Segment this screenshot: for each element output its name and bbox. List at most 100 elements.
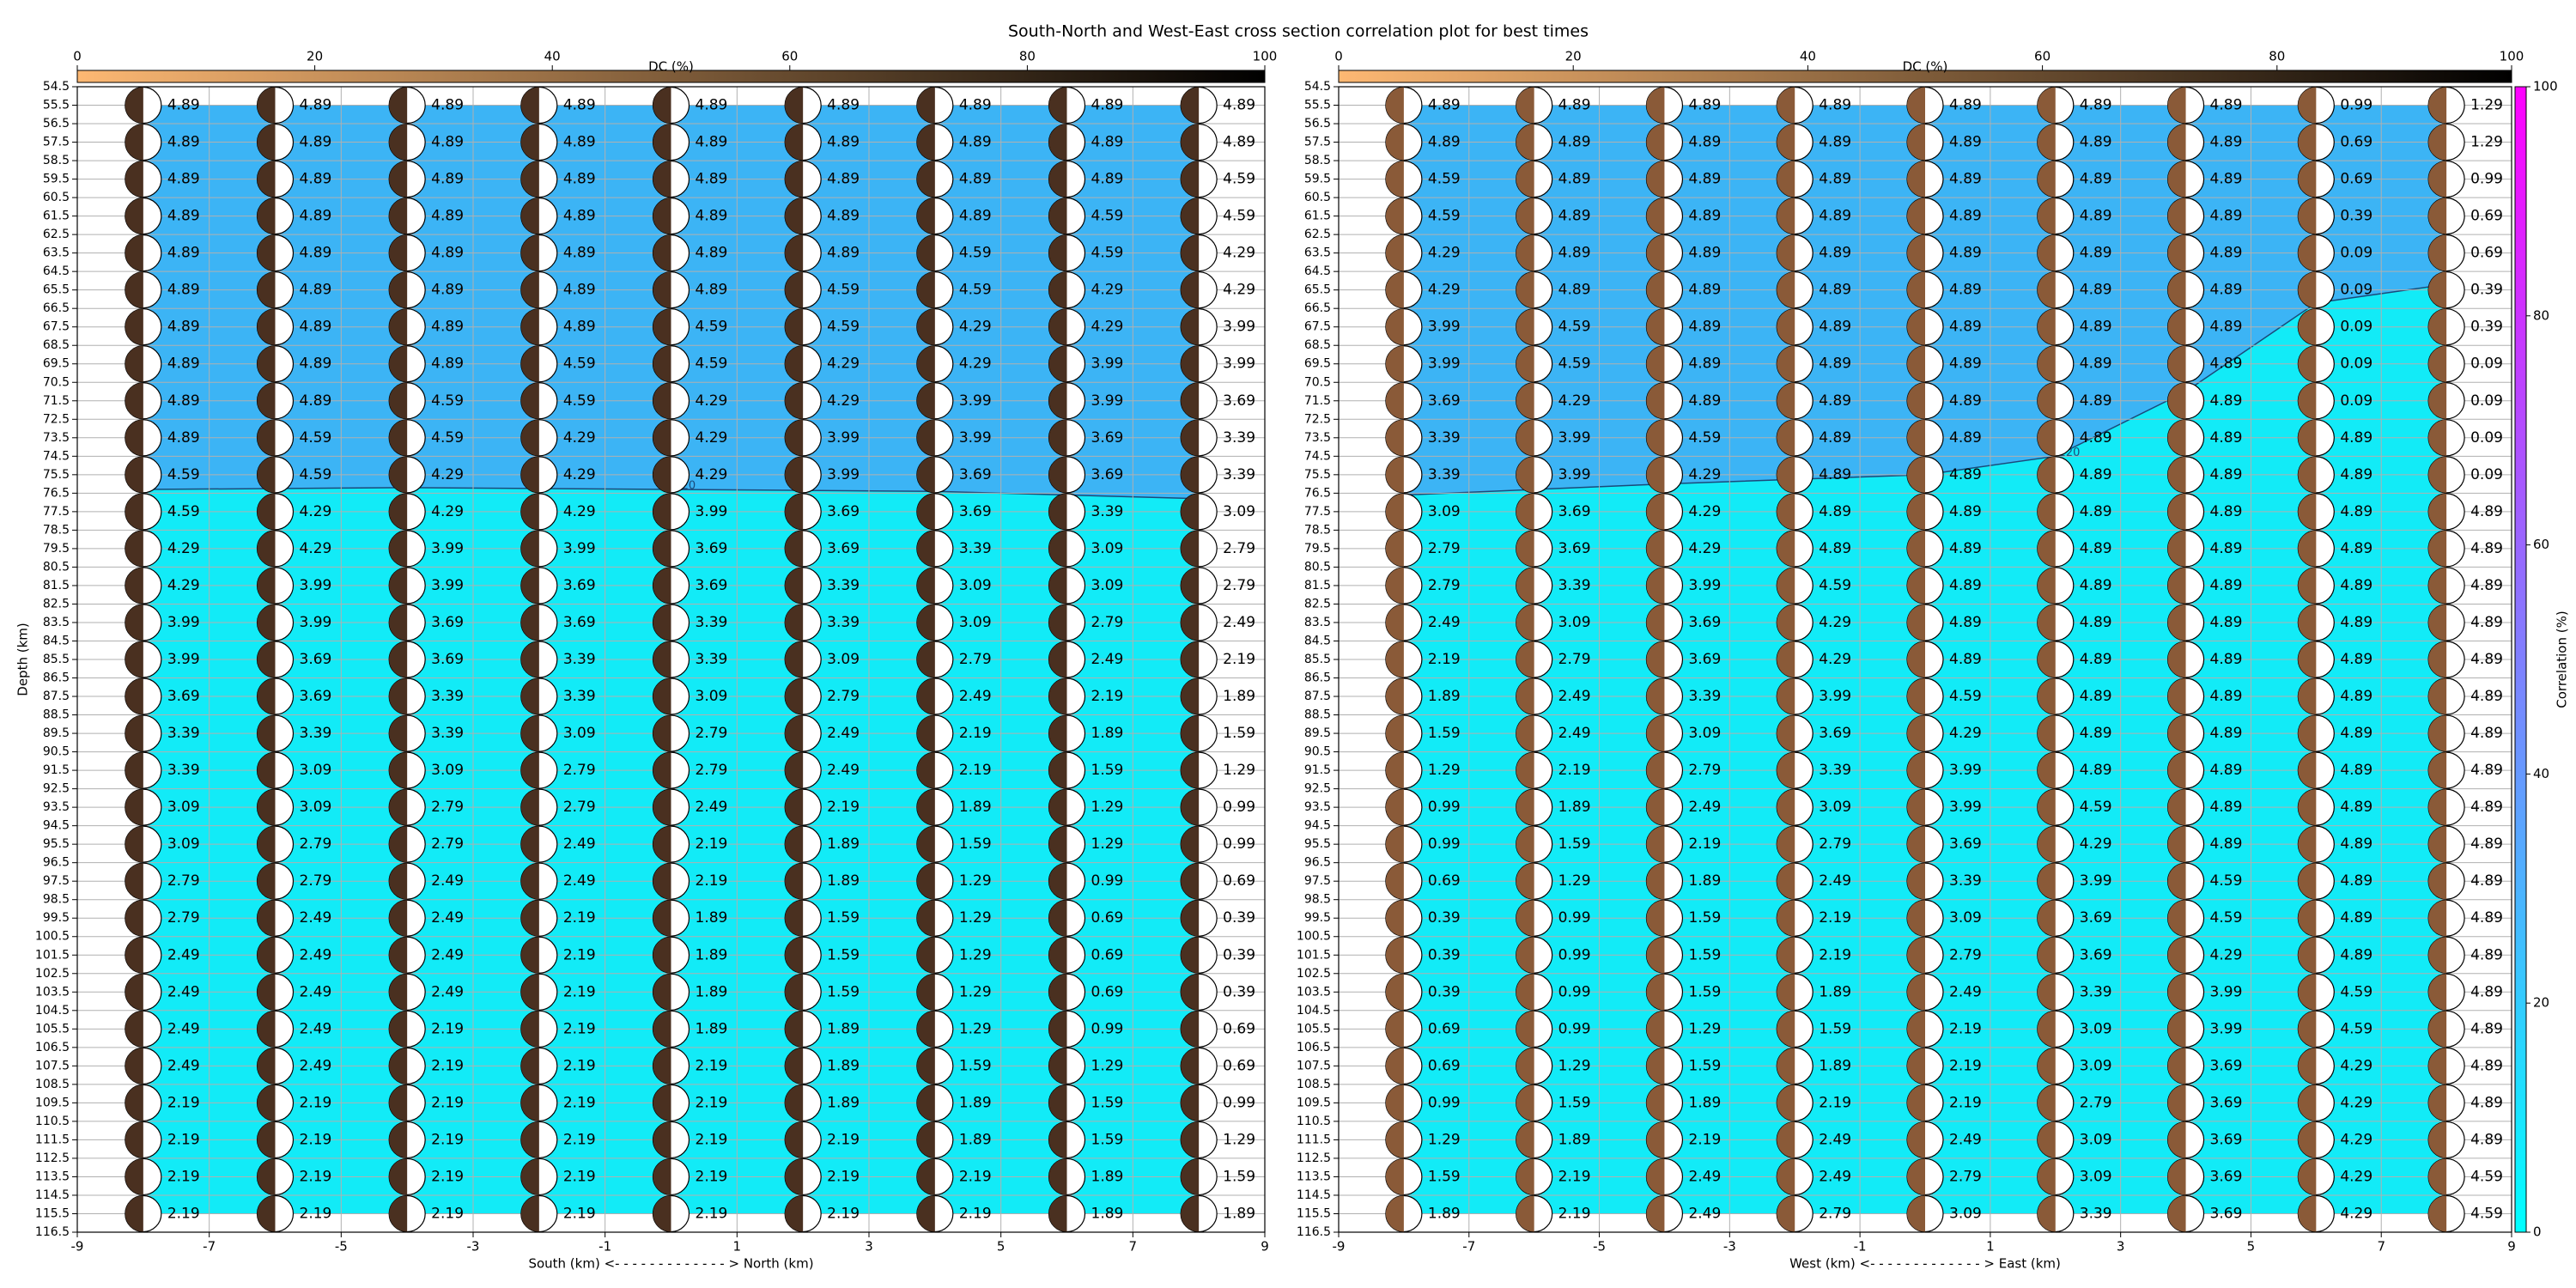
beachball-quadrant [1181, 1048, 1200, 1084]
value-label: 3.39 [827, 577, 860, 594]
beachball-quadrant [2428, 87, 2447, 124]
beachball-quadrant [785, 419, 804, 456]
beachball-quadrant [2037, 863, 2056, 900]
y-tick-label: 80.5 [43, 560, 70, 574]
y-tick-label: 55.5 [1304, 99, 1331, 112]
value-label: 4.89 [827, 245, 860, 262]
y-tick-label: 66.5 [1304, 301, 1331, 315]
y-tick-label: 106.5 [1297, 1041, 1331, 1054]
value-label: 2.19 [167, 1168, 200, 1185]
value-label: 2.49 [827, 725, 860, 742]
value-label: 0.09 [2340, 355, 2372, 373]
value-label: 1.29 [1428, 762, 1461, 779]
value-label: 2.49 [431, 946, 464, 963]
value-label: 4.29 [167, 577, 200, 594]
x-tick-label: -9 [71, 1239, 84, 1255]
value-label: 2.19 [300, 1168, 332, 1185]
value-label: 4.89 [1949, 319, 1982, 336]
y-tick-label: 95.5 [43, 837, 70, 851]
beachball-quadrant [389, 641, 408, 677]
y-tick-label: 62.5 [1304, 228, 1331, 241]
value-label: 4.89 [2340, 503, 2372, 520]
beachball-quadrant [389, 1048, 408, 1084]
y-tick-label: 59.5 [1304, 173, 1331, 186]
value-label: 2.19 [1949, 1057, 1982, 1074]
beachball-quadrant [125, 678, 143, 715]
beachball-quadrant [1385, 715, 1404, 752]
value-label: 0.69 [2470, 245, 2503, 262]
y-tick-label: 72.5 [43, 412, 70, 426]
value-label: 1.89 [1819, 983, 1851, 1000]
value-label: 0.39 [2340, 208, 2372, 225]
beachball-quadrant [1516, 604, 1534, 641]
beachball-quadrant [1048, 715, 1067, 752]
beachball-quadrant [916, 1048, 935, 1084]
y-tick-label: 94.5 [1304, 819, 1331, 833]
beachball-quadrant [653, 493, 671, 530]
beachball-quadrant [785, 863, 804, 900]
beachball-quadrant [520, 1048, 539, 1084]
beachball-quadrant [1385, 937, 1404, 974]
y-tick-label: 59.5 [43, 173, 70, 186]
value-label: 4.89 [2470, 688, 2503, 705]
value-label: 4.29 [1688, 540, 1721, 557]
beachball-quadrant [1516, 752, 1534, 789]
value-label: 4.89 [2470, 983, 2503, 1000]
beachball-quadrant [125, 1195, 143, 1232]
beachball-quadrant [2298, 1195, 2317, 1232]
x-tick-label: 7 [2377, 1239, 2385, 1255]
beachball-quadrant [2037, 87, 2056, 124]
beachball-quadrant [1516, 530, 1534, 567]
value-label: 0.39 [1428, 909, 1461, 927]
value-label: 4.59 [1558, 319, 1591, 336]
value-label: 4.89 [2340, 909, 2372, 927]
value-label: 3.39 [563, 651, 596, 668]
beachball-quadrant [2037, 197, 2056, 234]
beachball-quadrant [916, 87, 935, 124]
y-tick-label: 91.5 [43, 763, 70, 777]
y-tick-label: 101.5 [1297, 948, 1331, 962]
value-label: 4.89 [1819, 466, 1851, 483]
value-label: 4.89 [1819, 503, 1851, 520]
value-label: 4.29 [2340, 1094, 2372, 1111]
value-label: 4.89 [167, 392, 200, 410]
beachball-quadrant [1646, 1048, 1665, 1084]
beachball-quadrant [2167, 1121, 2186, 1158]
beachball-quadrant [125, 382, 143, 419]
beachball-quadrant [2298, 87, 2317, 124]
beachball-quadrant [1907, 715, 1925, 752]
value-label: 3.69 [1428, 392, 1461, 410]
beachball-quadrant [2037, 1158, 2056, 1195]
beachball-quadrant [1385, 1048, 1404, 1084]
beachball-quadrant [389, 271, 408, 308]
beachball-quadrant [916, 1011, 935, 1048]
beachball-quadrant [1646, 234, 1665, 271]
value-label: 4.89 [2470, 1020, 2503, 1037]
value-label: 1.89 [827, 1094, 860, 1111]
y-tick-label: 103.5 [1297, 985, 1331, 999]
value-label: 3.69 [827, 540, 860, 557]
beachball-quadrant [2167, 419, 2186, 456]
value-label: 0.39 [2470, 282, 2503, 299]
y-tick-label: 98.5 [1304, 893, 1331, 907]
value-label: 1.59 [1428, 725, 1461, 742]
beachball-quadrant [1516, 641, 1534, 677]
value-label: 4.89 [431, 97, 464, 114]
value-label: 1.29 [959, 983, 992, 1000]
beachball-quadrant [1777, 826, 1795, 863]
y-tick-label: 71.5 [43, 394, 70, 408]
beachball-quadrant [2037, 530, 2056, 567]
x-tick-label: -3 [1723, 1239, 1736, 1255]
value-label: 4.89 [2210, 651, 2243, 668]
value-label: 2.19 [1949, 1094, 1982, 1111]
y-tick-label: 67.5 [43, 320, 70, 334]
value-label: 3.69 [1223, 392, 1255, 410]
value-label: 2.19 [696, 1205, 728, 1222]
y-tick-label: 75.5 [1304, 468, 1331, 482]
y-tick-label: 100.5 [35, 930, 70, 944]
value-label: 3.69 [563, 577, 596, 594]
value-label: 2.19 [563, 1168, 596, 1185]
dc-colorbar-tick-label: 100 [1253, 49, 1278, 64]
beachball-quadrant [1777, 1084, 1795, 1121]
value-label: 4.89 [167, 355, 200, 373]
